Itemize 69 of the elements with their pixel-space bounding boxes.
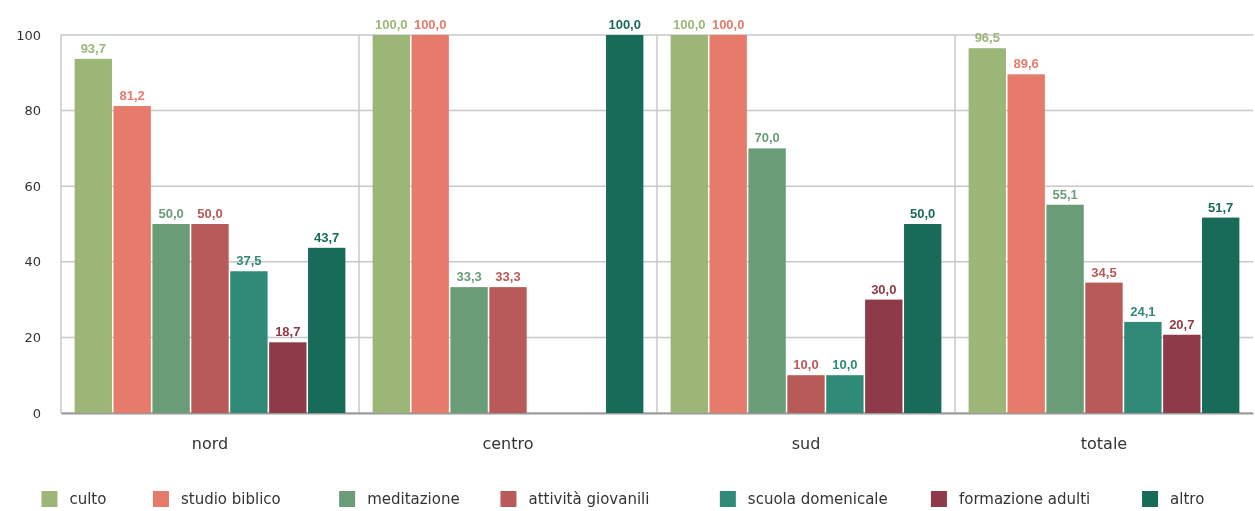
bar bbox=[269, 342, 307, 413]
data-label: 30,0 bbox=[871, 281, 897, 297]
y-tick-label: 100 bbox=[16, 27, 41, 43]
bar bbox=[748, 148, 786, 413]
bar bbox=[113, 106, 151, 413]
bar bbox=[74, 58, 112, 413]
bar bbox=[411, 35, 449, 413]
data-label: 33,3 bbox=[456, 269, 482, 285]
data-label: 33,3 bbox=[495, 269, 521, 285]
bar bbox=[1007, 74, 1045, 413]
legend-label: altro bbox=[1170, 490, 1205, 508]
y-tick-label: 0 bbox=[32, 405, 41, 421]
data-label: 100,0 bbox=[673, 17, 706, 32]
x-tick-label: sud bbox=[791, 434, 821, 454]
legend-label: culto bbox=[69, 490, 107, 508]
bar bbox=[191, 224, 229, 413]
data-label: 50,0 bbox=[197, 206, 223, 221]
bar bbox=[709, 35, 747, 413]
data-label: 50,0 bbox=[910, 206, 936, 221]
data-label: 37,5 bbox=[236, 253, 262, 269]
data-label: 10,0 bbox=[793, 357, 819, 373]
data-label: 55,1 bbox=[1052, 186, 1078, 202]
legend-label: scuola domenicale bbox=[747, 490, 888, 508]
data-label: 100,0 bbox=[375, 17, 408, 32]
y-tick-label: 40 bbox=[24, 254, 41, 270]
data-label: 70,0 bbox=[754, 130, 780, 146]
data-label: 100,0 bbox=[711, 17, 745, 32]
bar bbox=[606, 35, 644, 413]
data-label: 51,7 bbox=[1208, 199, 1234, 215]
legend-label: formazione adulti bbox=[958, 490, 1091, 508]
y-tick-label: 80 bbox=[24, 103, 41, 119]
data-label: 43,7 bbox=[314, 229, 340, 245]
data-label: 81,2 bbox=[119, 88, 145, 104]
bar bbox=[489, 287, 527, 413]
bar bbox=[787, 375, 825, 413]
data-label: 18,7 bbox=[275, 324, 301, 340]
data-label: 93,7 bbox=[80, 40, 106, 56]
bar bbox=[826, 375, 864, 413]
data-label: 10,0 bbox=[832, 357, 858, 373]
bar bbox=[1202, 217, 1240, 413]
y-tick-label: 60 bbox=[24, 178, 41, 194]
data-label: 20,7 bbox=[1169, 316, 1195, 332]
bar bbox=[904, 224, 942, 413]
bar bbox=[1085, 282, 1123, 413]
bar bbox=[1163, 334, 1201, 413]
x-tick-label: totale bbox=[1080, 434, 1128, 454]
bar bbox=[152, 224, 190, 413]
data-label: 89,6 bbox=[1013, 56, 1039, 72]
data-label: 34,5 bbox=[1091, 264, 1117, 280]
data-label: 100,0 bbox=[413, 17, 447, 32]
data-label: 100,0 bbox=[608, 17, 641, 32]
x-tick-label: nord bbox=[191, 434, 229, 454]
legend-label: meditazione bbox=[367, 490, 460, 508]
y-tick-label: 20 bbox=[24, 330, 41, 346]
legend-label: attività giovanili bbox=[528, 490, 650, 508]
data-label: 24,1 bbox=[1130, 303, 1156, 319]
x-tick-label: centro bbox=[482, 434, 534, 454]
bar bbox=[450, 287, 488, 413]
bar bbox=[230, 271, 268, 413]
bar bbox=[1124, 321, 1162, 413]
bar bbox=[968, 48, 1006, 413]
legend-label: studio biblico bbox=[180, 490, 281, 508]
bar bbox=[670, 35, 708, 413]
bar bbox=[865, 299, 903, 413]
bar bbox=[1046, 204, 1084, 413]
data-label: 50,0 bbox=[158, 206, 184, 221]
data-label: 96,5 bbox=[974, 30, 1000, 46]
bar bbox=[372, 35, 410, 413]
bar bbox=[308, 247, 346, 413]
